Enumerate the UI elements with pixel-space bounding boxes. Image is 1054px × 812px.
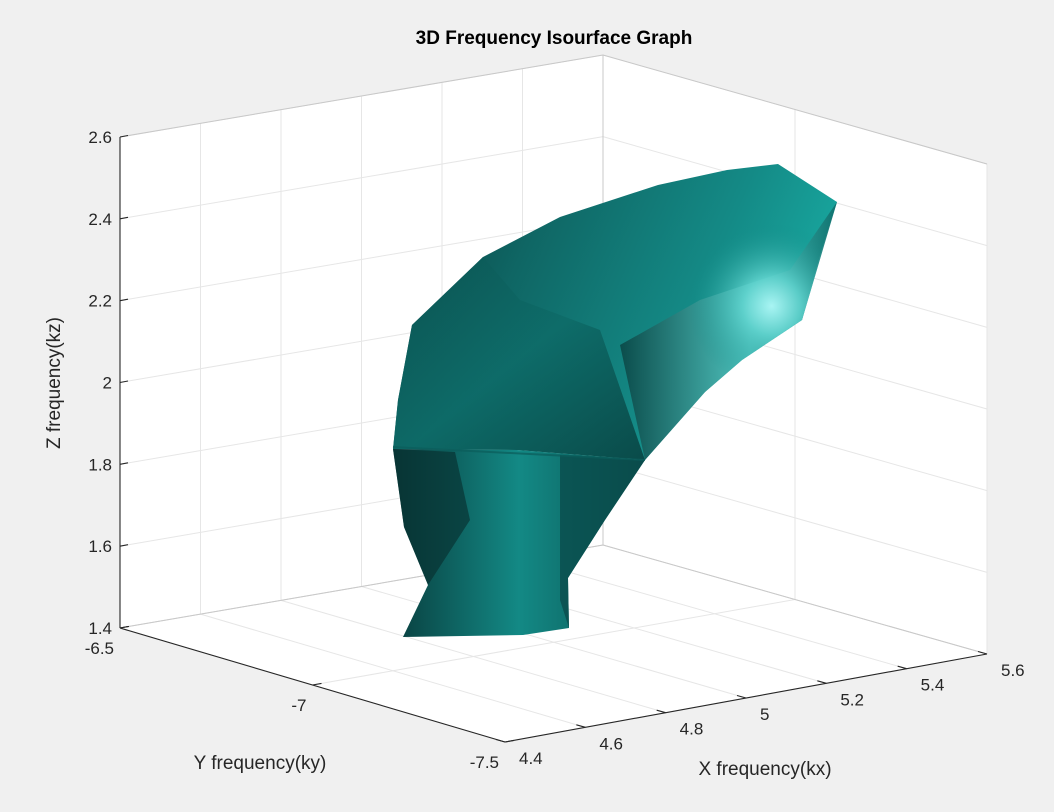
z-tick-label: 2.4: [88, 210, 112, 229]
x-tick-label: 4.6: [599, 734, 623, 753]
x-tick-label: 4.8: [680, 720, 704, 739]
z-tick-labels: 1.4 1.6 1.8 2 2.2 2.4 2.6: [88, 128, 112, 638]
surface-lower-shade: [393, 449, 470, 585]
z-tick-label: 1.6: [88, 537, 112, 556]
x-tick-label: 4.4: [519, 749, 543, 768]
surface-lower-right: [560, 455, 645, 628]
x-tick-labels: 4.4 4.6 4.8 5 5.2 5.4 5.6: [519, 661, 1025, 768]
y-tick-label: -7.5: [470, 753, 499, 772]
z-tick-label: 2.6: [88, 128, 112, 147]
surface-mid-fold: [393, 257, 645, 460]
x-tick-label: 5.2: [840, 690, 864, 709]
x-axis-label: X frequency(kx): [698, 759, 831, 780]
surface-glint: [540, 164, 837, 460]
x-tick-label: 5: [760, 705, 769, 724]
y-tick-label: -6.5: [85, 639, 114, 658]
tick-marks: [119, 134, 988, 743]
z-axis-label: Z frequency(kz): [44, 317, 65, 449]
z-tick-label: 1.4: [88, 619, 112, 638]
y-tick-label: -7: [291, 696, 306, 715]
chart-title: 3D Frequency Isourface Graph: [416, 28, 693, 49]
y-axis-label: Y frequency(ky): [194, 753, 327, 774]
z-tick-label: 1.8: [88, 455, 112, 474]
y-tick-labels: -6.5 -7 -7.5: [85, 639, 499, 772]
x-tick-label: 5.4: [921, 676, 945, 695]
x-tick-label: 5.6: [1001, 661, 1025, 680]
isosurface: [392, 164, 837, 637]
z-tick-label: 2.2: [88, 292, 112, 311]
z-tick-label: 2: [103, 374, 112, 393]
